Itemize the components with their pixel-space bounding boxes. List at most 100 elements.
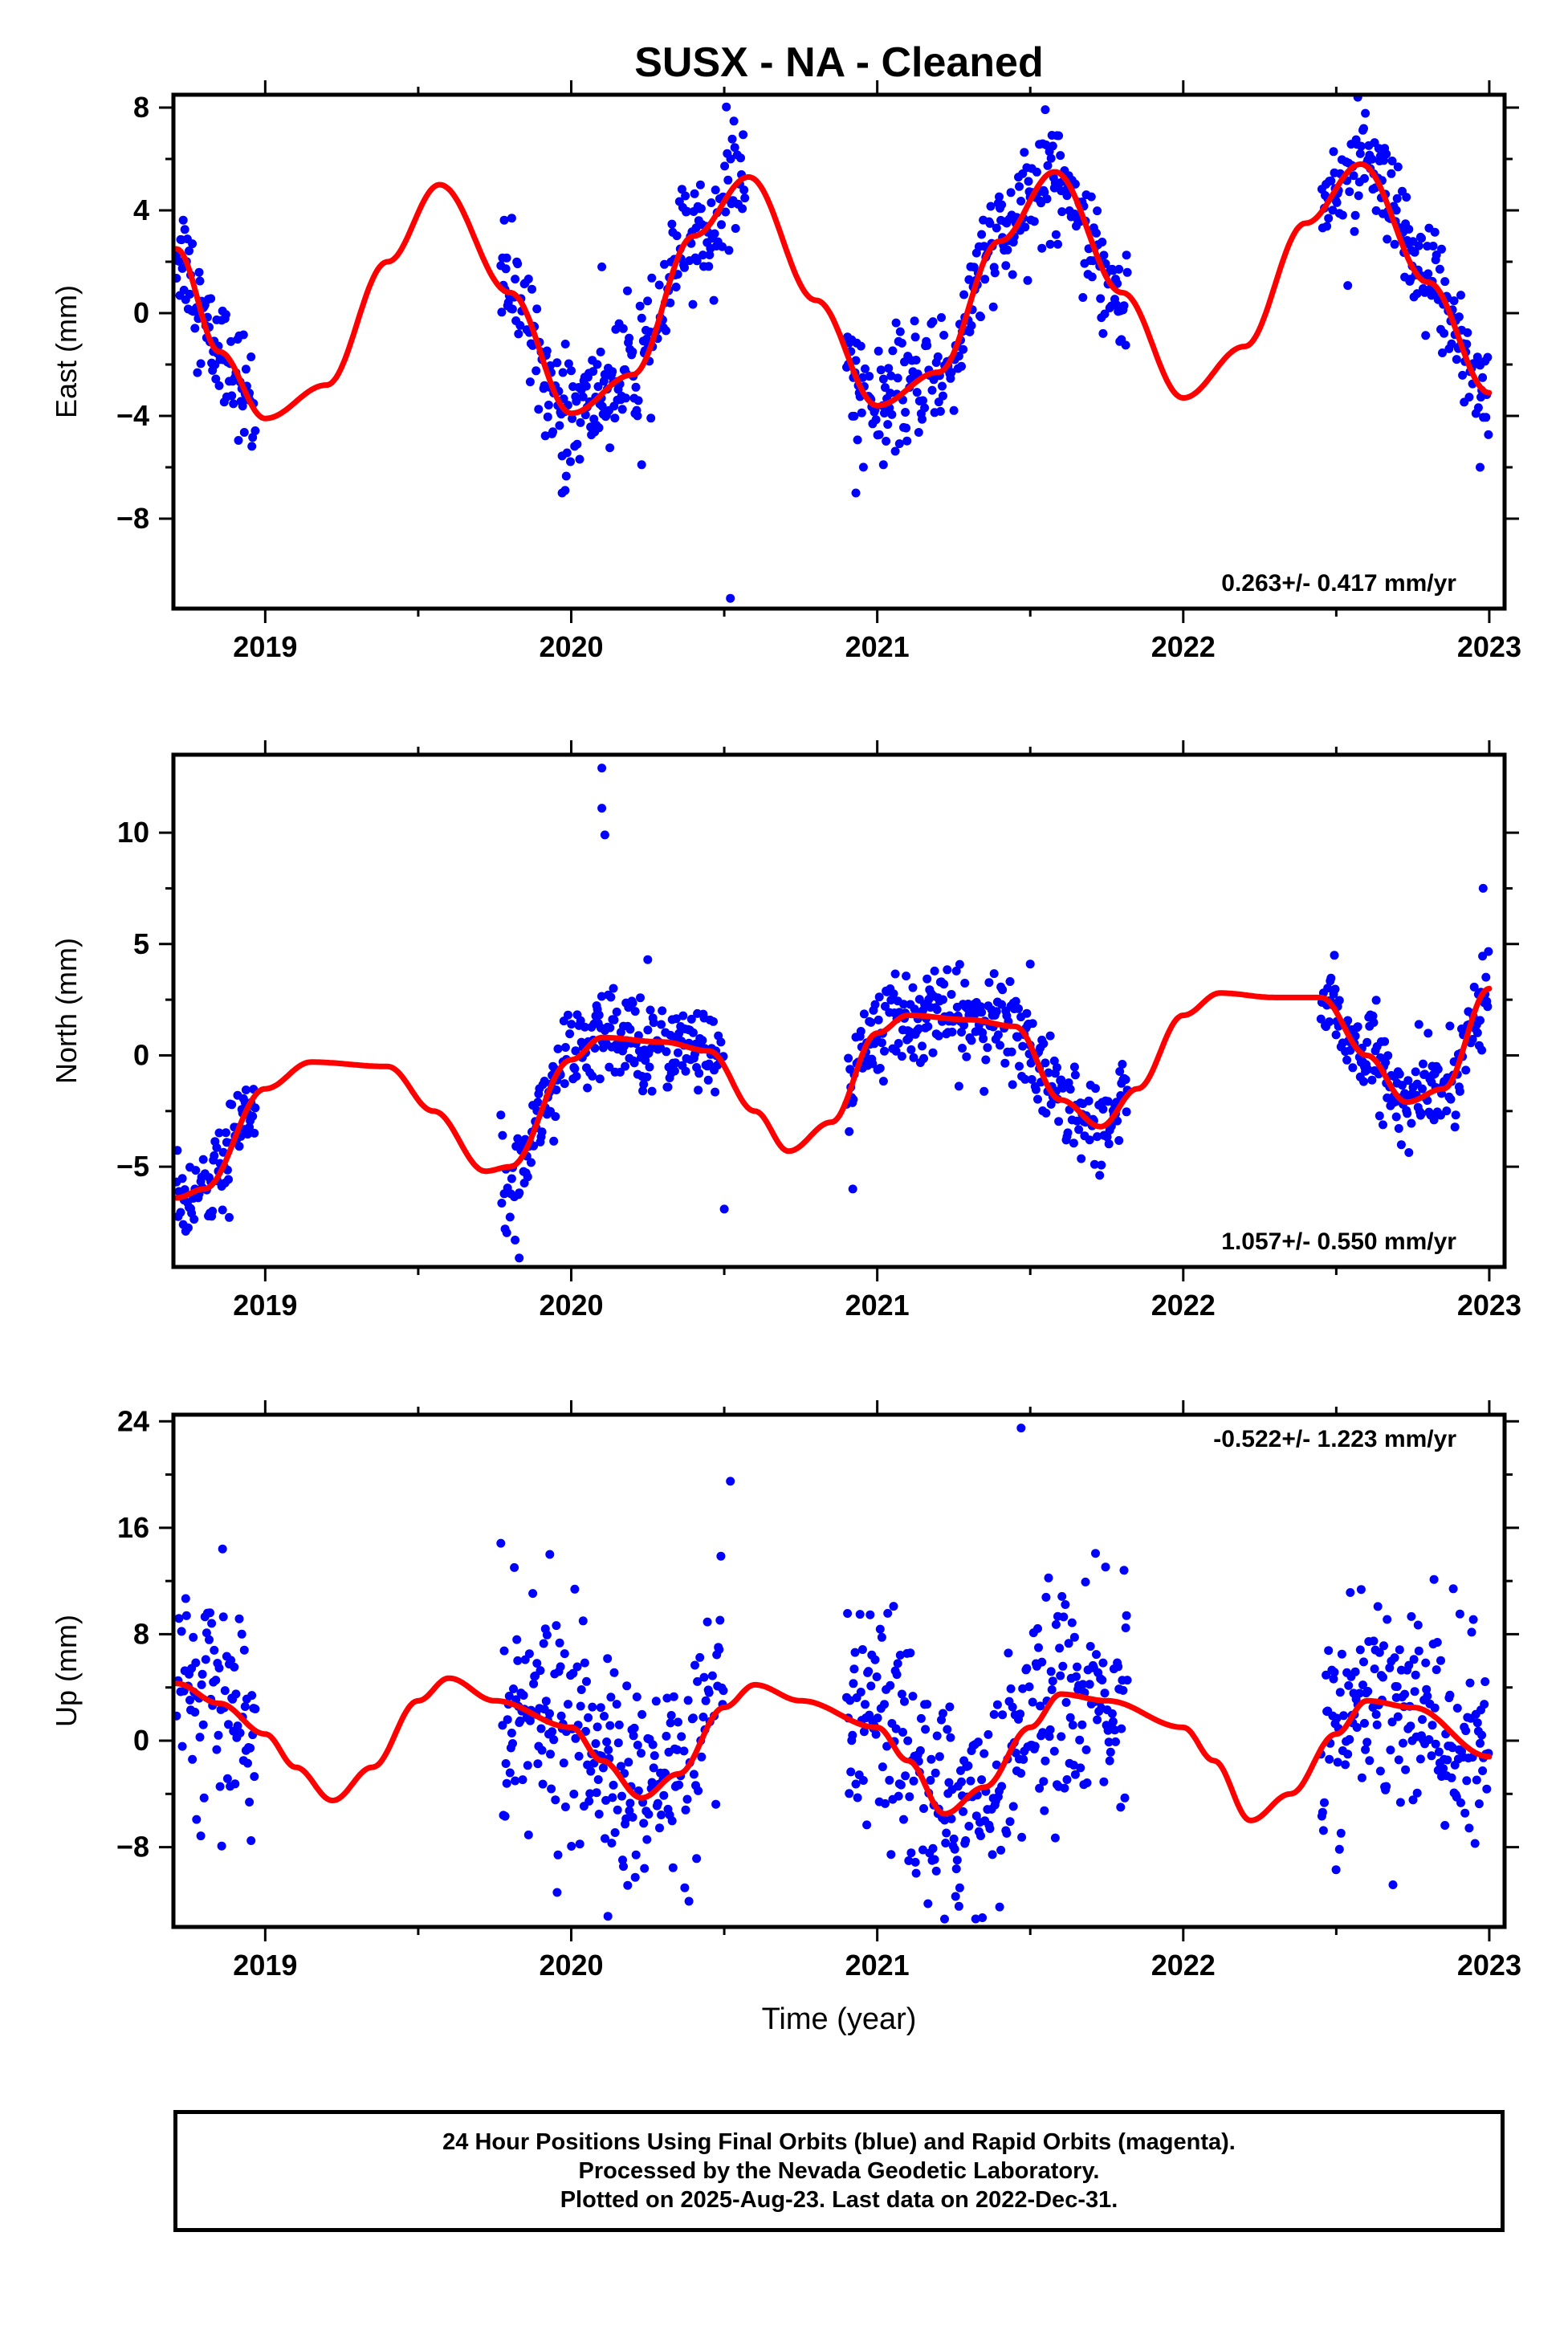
observation-point [954, 1901, 963, 1911]
observation-point [1053, 1063, 1061, 1073]
observation-point [513, 1134, 523, 1143]
observation-point [739, 130, 748, 140]
observation-point [628, 1812, 637, 1822]
x-tick-label: 2022 [1151, 630, 1216, 663]
observation-point [877, 1632, 886, 1642]
observation-point [921, 1725, 931, 1734]
observation-point [1097, 1160, 1106, 1170]
observation-point [939, 995, 947, 1004]
observation-point [240, 1702, 250, 1711]
observation-point [690, 1660, 699, 1670]
observation-point [1070, 179, 1080, 189]
observation-point [1394, 1124, 1403, 1133]
observation-point [940, 1815, 950, 1825]
observation-point [580, 1658, 589, 1668]
observation-point [666, 298, 675, 308]
observation-point [1334, 996, 1344, 1005]
observation-point [1069, 1632, 1079, 1642]
observation-point [1014, 1004, 1023, 1013]
observation-point [952, 1855, 962, 1865]
observation-point [957, 1028, 966, 1037]
observation-point [986, 202, 996, 211]
observation-point [1350, 226, 1359, 236]
observation-point [1387, 169, 1396, 178]
observation-point [1061, 1697, 1071, 1707]
observation-point [686, 1014, 696, 1024]
observation-point [1440, 1821, 1450, 1830]
observation-point [959, 1807, 968, 1816]
observation-point [1363, 1687, 1373, 1696]
observation-point [597, 992, 606, 1001]
observation-point [588, 1071, 597, 1081]
observation-point [1480, 1677, 1490, 1686]
observation-point [992, 223, 1001, 233]
observation-point [724, 246, 734, 255]
observation-point [181, 1594, 190, 1603]
observation-point [1008, 1802, 1018, 1811]
observation-point [1452, 1704, 1462, 1713]
observation-point [669, 1692, 678, 1701]
observation-point [993, 1030, 1003, 1040]
observation-point [918, 396, 927, 405]
observation-point [716, 1037, 726, 1047]
observation-point [657, 1020, 666, 1029]
observation-point [1063, 1128, 1073, 1138]
observation-point [1392, 193, 1402, 203]
observation-point [614, 1720, 624, 1729]
observation-point [586, 1766, 596, 1776]
observation-point [1051, 230, 1061, 239]
observation-point [552, 1086, 561, 1094]
observation-point [610, 413, 620, 423]
model-fit-line [173, 1675, 1493, 1823]
observation-point [1041, 141, 1051, 149]
observation-point [1005, 1817, 1015, 1827]
observation-point [881, 383, 890, 393]
observation-point [511, 275, 520, 284]
observation-point [239, 1645, 249, 1655]
observation-point [1362, 1737, 1372, 1747]
observation-point [875, 1064, 885, 1073]
observation-points [173, 764, 1493, 1263]
observation-point [621, 1814, 631, 1823]
observation-point [1024, 177, 1033, 186]
observation-point [979, 1034, 988, 1044]
observation-point [1022, 1664, 1032, 1673]
observation-point [205, 1635, 214, 1644]
observation-point [674, 1780, 684, 1790]
observation-point [190, 1708, 200, 1717]
observation-point [243, 1758, 252, 1768]
observation-point [1456, 291, 1465, 300]
observation-point [689, 1770, 698, 1779]
observation-point [922, 974, 932, 984]
observation-point [960, 979, 970, 988]
observation-point [997, 1000, 1007, 1009]
observation-point [1333, 1758, 1342, 1767]
observation-point [918, 1041, 927, 1051]
observation-point [1371, 1709, 1381, 1719]
observation-point [1373, 1602, 1383, 1611]
observation-point [1380, 1037, 1390, 1046]
observation-point [859, 1727, 869, 1737]
observation-point [1057, 207, 1067, 217]
observation-point [698, 1036, 707, 1045]
observation-point [683, 1696, 693, 1705]
observation-point [592, 1788, 601, 1798]
observation-point [1439, 1764, 1448, 1774]
observation-point [1357, 1773, 1366, 1782]
observation-point [529, 1679, 539, 1688]
observation-point [912, 388, 922, 397]
observation-point [878, 1077, 888, 1086]
y-tick-label: 0 [133, 1038, 149, 1071]
observation-point [937, 313, 946, 322]
observation-point [985, 218, 995, 228]
observation-point [1402, 193, 1411, 202]
outlier-point [545, 1550, 555, 1559]
observation-point [570, 1584, 580, 1594]
observation-point [177, 1174, 187, 1183]
y-axis-label: Up (mm) [50, 1615, 83, 1727]
observation-point [1387, 1717, 1397, 1727]
observation-point [886, 1850, 896, 1860]
observation-point [955, 959, 964, 969]
observation-point [703, 1075, 713, 1085]
observation-point [947, 1027, 957, 1037]
